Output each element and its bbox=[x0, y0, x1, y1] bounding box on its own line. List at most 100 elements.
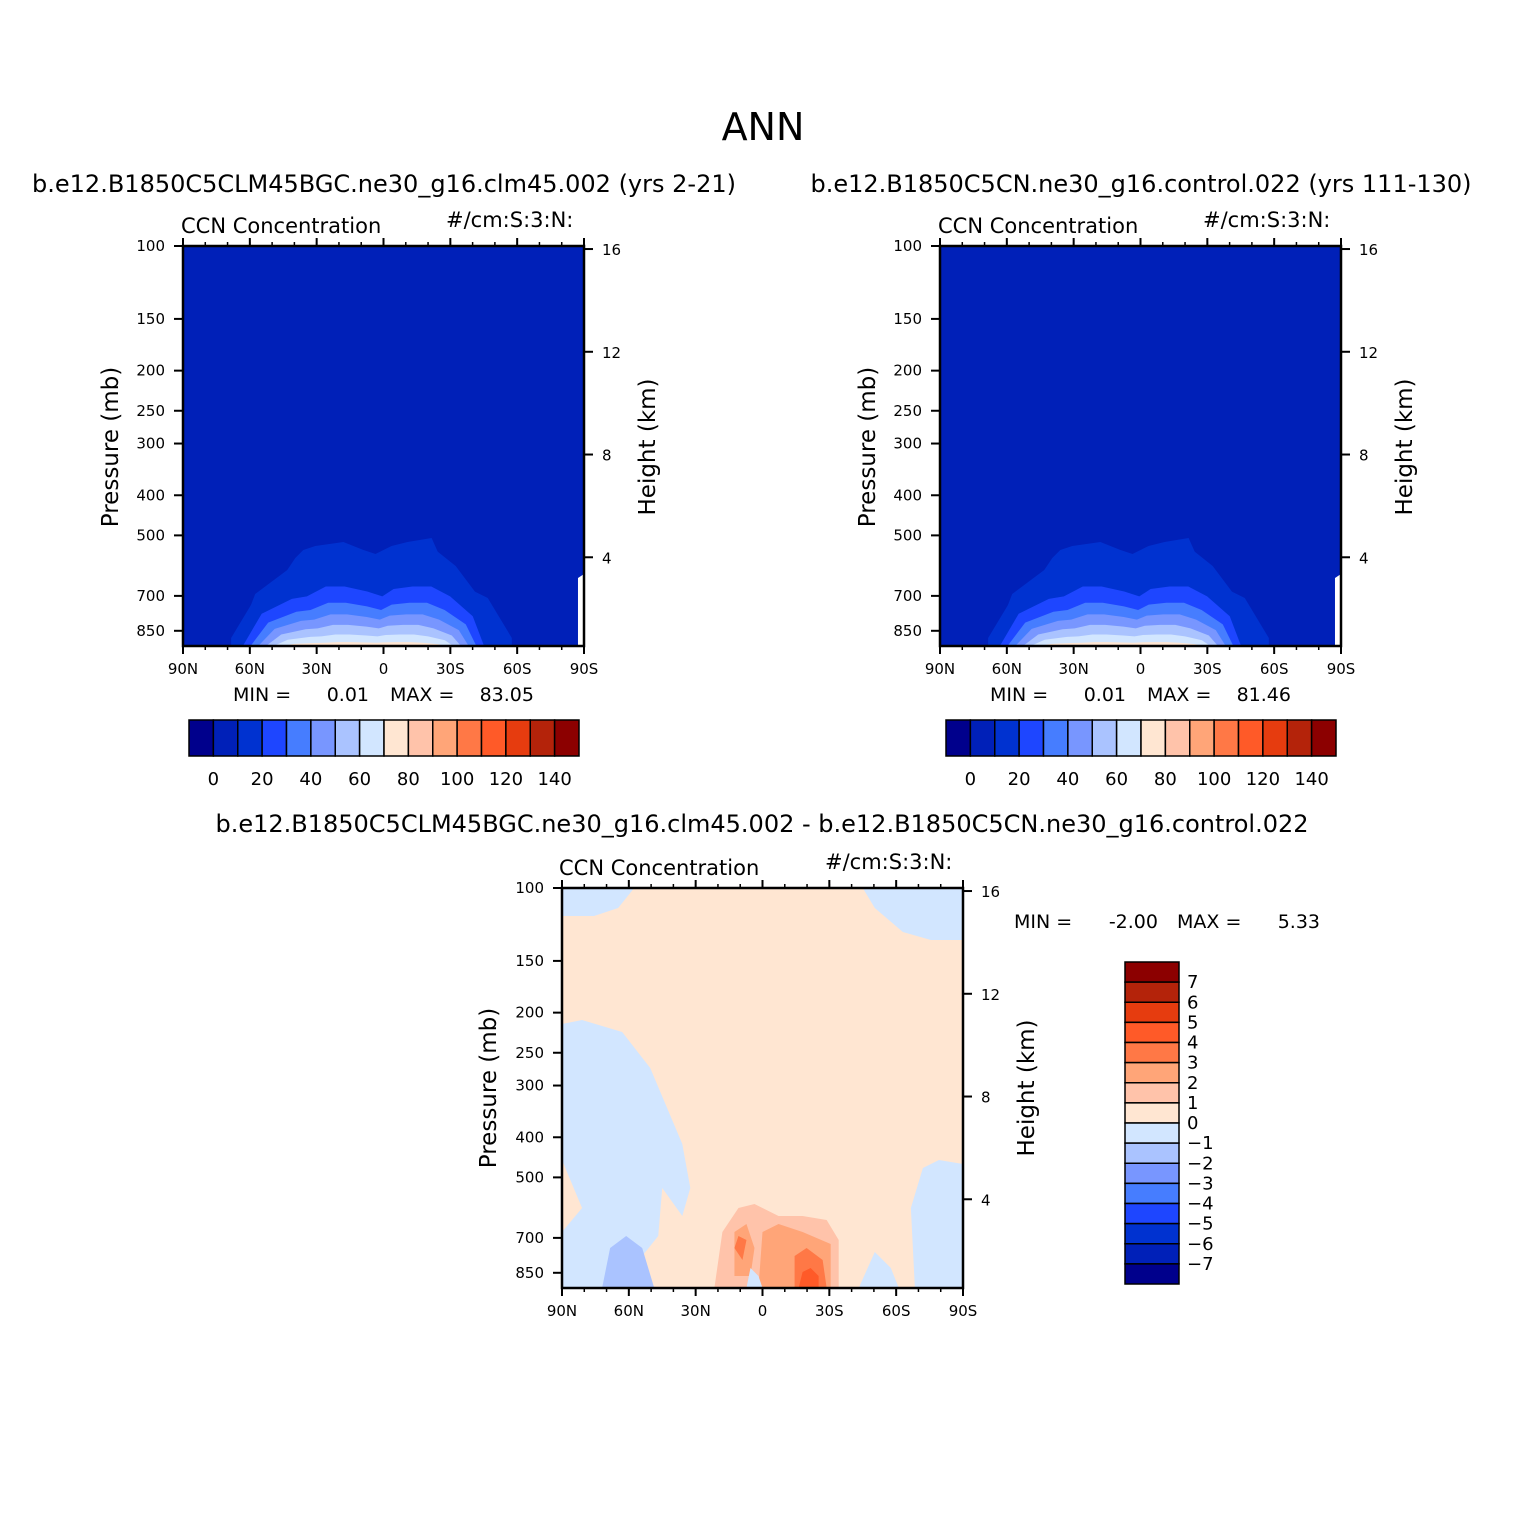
colorbar-label: 120 bbox=[1246, 769, 1280, 790]
x-tick-label: 90S bbox=[1327, 660, 1356, 678]
colorbar-box bbox=[285, 719, 312, 757]
colorbar-label: 60 bbox=[348, 769, 371, 790]
y-tick-label: 500 bbox=[515, 1168, 544, 1186]
panel2-min-value: 0.01 bbox=[1084, 684, 1126, 706]
panel2-plot-area bbox=[940, 246, 1341, 646]
colorbar-box bbox=[1124, 1162, 1180, 1185]
colorbar-label: 3 bbox=[1187, 1053, 1198, 1074]
colorbar-box bbox=[1124, 1142, 1180, 1164]
colorbar-box bbox=[212, 719, 239, 757]
y-tick-label: 250 bbox=[136, 402, 165, 420]
colorbar-box bbox=[1286, 719, 1313, 757]
contour-neg-right bbox=[910, 1160, 963, 1288]
panel1-plot-area bbox=[183, 246, 584, 646]
colorbar-box bbox=[1067, 719, 1093, 757]
colorbar-label: 6 bbox=[1187, 992, 1198, 1013]
panel3-min-label: MIN = bbox=[1014, 911, 1072, 933]
colorbar-box bbox=[1124, 1202, 1180, 1225]
colorbar-label: −2 bbox=[1187, 1153, 1214, 1174]
y2-tick-label: 16 bbox=[981, 883, 1000, 901]
colorbar-label: 20 bbox=[251, 769, 274, 790]
y2-tick-label: 12 bbox=[602, 344, 621, 362]
y2-tick-label: 8 bbox=[1359, 447, 1369, 465]
contour-pos-3a bbox=[734, 1236, 747, 1260]
panel3-y2label: Height (km) bbox=[1014, 1019, 1040, 1156]
panel1-title: b.e12.B1850C5CLM45BGC.ne30_g16.clm45.002… bbox=[32, 170, 736, 198]
colorbar-label: 120 bbox=[489, 769, 523, 790]
y-tick-label: 700 bbox=[893, 587, 922, 605]
y2-tick-label: 12 bbox=[981, 986, 1000, 1004]
colorbar-box bbox=[383, 719, 410, 757]
y-tick-label: 100 bbox=[893, 237, 922, 255]
colorbar-box bbox=[1042, 719, 1069, 757]
x-tick-label: 90S bbox=[949, 1302, 978, 1320]
panel1-axes: 90N 60N 30N 0 30S 60S 90S 100 150 200 250 300 400 500… bbox=[136, 237, 621, 678]
colorbar-label: −5 bbox=[1187, 1214, 1214, 1235]
colorbar-box bbox=[1237, 719, 1264, 757]
colorbar-box bbox=[358, 719, 385, 757]
contour-neg-60n bbox=[602, 1236, 655, 1288]
panel3-min-value: -2.00 bbox=[1109, 911, 1158, 933]
panel3-max-label: MAX = bbox=[1177, 911, 1241, 933]
colorbar-label: 40 bbox=[299, 769, 322, 790]
y-tick-label: 200 bbox=[136, 362, 165, 380]
x-tick-label: 30S bbox=[1193, 660, 1222, 678]
y-tick-label: 300 bbox=[515, 1077, 544, 1095]
y-tick-label: 150 bbox=[893, 310, 922, 328]
panel2-min-label: MIN = bbox=[990, 684, 1048, 706]
contour-neg-left bbox=[562, 1020, 691, 1288]
panel3-axes: 90N 60N 30N 0 30S 60S 90S 100 150 200 250 300 400 500… bbox=[515, 879, 1000, 1320]
colorbar-box bbox=[1091, 719, 1118, 757]
y-tick-label: 400 bbox=[893, 486, 922, 504]
panel1-min-label: MIN = bbox=[233, 684, 291, 706]
y2-tick-label: 8 bbox=[981, 1089, 991, 1107]
colorbar-label: −4 bbox=[1187, 1194, 1214, 1215]
panel2-max-label: MAX = bbox=[1147, 684, 1211, 706]
colorbar-box bbox=[1115, 719, 1142, 757]
panel3-max-value: 5.33 bbox=[1278, 911, 1320, 933]
colorbar-box bbox=[1124, 961, 1180, 983]
colorbar-box bbox=[334, 719, 361, 757]
colorbar-box bbox=[261, 719, 288, 757]
panel2-axes: 90N 60N 30N 0 30S 60S 90S 100 150 200 250 300 400 500… bbox=[893, 237, 1378, 678]
contour-neg-small bbox=[858, 1252, 899, 1288]
colorbar-label: 20 bbox=[1008, 769, 1031, 790]
x-tick-label: 0 bbox=[758, 1302, 768, 1320]
y-tick-label: 500 bbox=[136, 526, 165, 544]
panel2-left-string: CCN Concentration bbox=[938, 214, 1138, 238]
colorbar-box bbox=[1213, 719, 1240, 757]
colorbar-box bbox=[945, 719, 972, 757]
panel2-right-string: #/cm:S:3:N: bbox=[1203, 208, 1330, 232]
colorbar-box bbox=[969, 719, 996, 757]
panel1-ylabel: Pressure (mb) bbox=[98, 367, 124, 527]
x-tick-label: 90N bbox=[168, 660, 198, 678]
colorbar-label: 5 bbox=[1187, 1012, 1198, 1033]
y2-tick-label: 4 bbox=[602, 549, 612, 567]
colorbar-box bbox=[480, 719, 507, 757]
colorbar-box bbox=[994, 719, 1020, 757]
y-tick-label: 100 bbox=[136, 237, 165, 255]
x-tick-label: 0 bbox=[1136, 660, 1146, 678]
colorbar-label: 0 bbox=[208, 769, 219, 790]
colorbar-box bbox=[1164, 719, 1191, 757]
panel2-title: b.e12.B1850C5CN.ne30_g16.control.022 (yr… bbox=[810, 170, 1471, 198]
colorbar-label: 0 bbox=[1187, 1113, 1198, 1134]
colorbar-box bbox=[1124, 1122, 1180, 1144]
colorbar-box bbox=[505, 719, 531, 757]
y-tick-label: 700 bbox=[136, 587, 165, 605]
colorbar-box bbox=[310, 719, 336, 757]
colorbar-label: −6 bbox=[1187, 1234, 1214, 1255]
panel3-ylabel: Pressure (mb) bbox=[476, 1008, 502, 1168]
colorbar-label: −1 bbox=[1187, 1133, 1214, 1154]
colorbar-box bbox=[1124, 1182, 1180, 1205]
panel1-max-value: 83.05 bbox=[480, 684, 534, 706]
missing-data-region bbox=[1334, 574, 1341, 646]
x-tick-label: 60S bbox=[503, 660, 532, 678]
colorbar-box bbox=[1124, 1222, 1180, 1245]
colorbar-box bbox=[1124, 1263, 1180, 1285]
colorbar-box bbox=[188, 719, 215, 757]
x-tick-label: 30S bbox=[436, 660, 465, 678]
panel3-plot-area bbox=[562, 888, 963, 1288]
